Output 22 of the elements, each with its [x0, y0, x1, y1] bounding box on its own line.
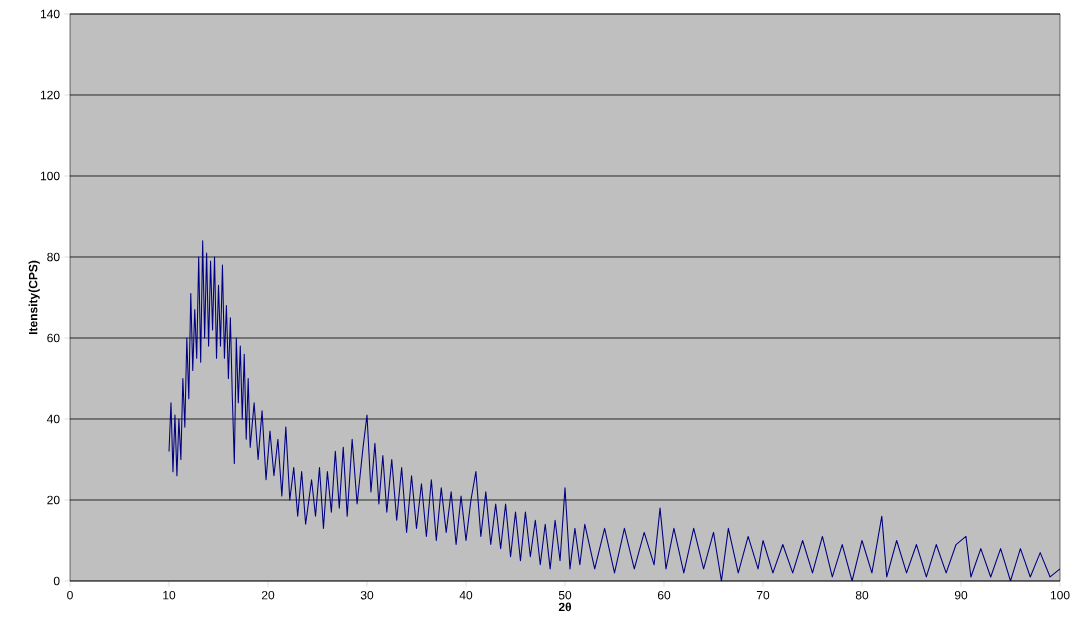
x-axis-title: 2θ	[558, 602, 572, 612]
x-tick-label: 30	[360, 590, 374, 600]
x-tick-label: 50	[558, 590, 572, 600]
x-tick-label: 100	[1050, 590, 1070, 600]
y-tick-label: 0	[53, 576, 60, 586]
y-tick-label: 20	[47, 495, 60, 505]
x-tick-label: 80	[855, 590, 869, 600]
x-tick-label: 90	[954, 590, 968, 600]
y-tick-label: 120	[40, 90, 60, 100]
x-tick-label: 10	[163, 590, 176, 600]
x-tick-label: 40	[459, 590, 473, 600]
y-tick-label: 60	[47, 333, 60, 343]
x-tick-label: 20	[261, 590, 275, 600]
y-tick-label: 100	[40, 171, 60, 181]
x-tick-label: 0	[67, 590, 73, 600]
x-tick-label: 70	[756, 590, 770, 600]
y-tick-label: 140	[40, 9, 60, 19]
y-tick-label: 80	[47, 252, 60, 262]
y-tick-label: 40	[46, 414, 60, 424]
line-series	[168, 240, 1061, 581]
x-tick-label: 60	[657, 590, 671, 600]
y-axis-title: Itensity(CPS)	[28, 260, 40, 335]
